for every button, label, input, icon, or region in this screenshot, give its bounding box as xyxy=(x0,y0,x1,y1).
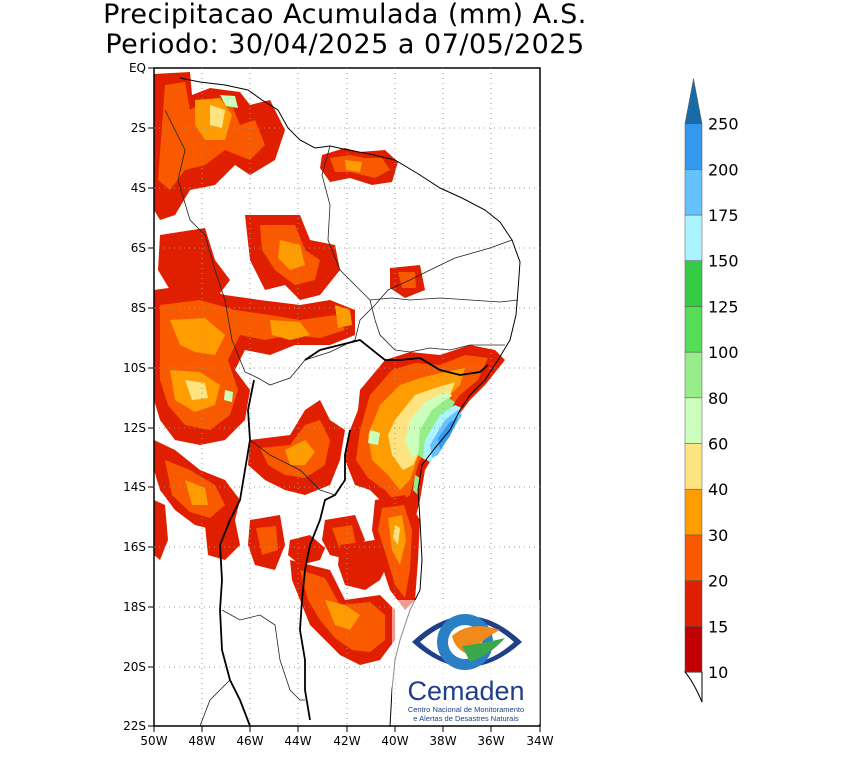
y-tick-label: 20S xyxy=(123,660,146,674)
x-tick-label: 46W xyxy=(236,734,263,748)
colorbar-swatch xyxy=(684,260,703,307)
state-border-bahia-north xyxy=(304,339,489,376)
logo-subtitle-2: e Alertas de Desastres Naturais xyxy=(413,714,519,723)
x-tick-label: 40W xyxy=(381,734,408,748)
colorbar-label: 40 xyxy=(708,480,728,499)
colorbar-label: 30 xyxy=(708,526,728,545)
rain-area-bahia-coast xyxy=(345,345,505,525)
rain-area-west-central xyxy=(154,285,355,445)
axis-ticks xyxy=(148,67,541,732)
colorbar-label: 15 xyxy=(708,617,728,636)
y-axis-labels: EQ 2S 4S 6S 8S 10S 12S 14S 16S 18S 20S 2… xyxy=(123,61,146,733)
y-tick-label: 12S xyxy=(123,421,146,435)
state-border-minas xyxy=(221,609,305,701)
colorbar-label: 200 xyxy=(708,160,739,179)
map-period: Periodo: 30/04/2025 a 07/05/2025 xyxy=(105,29,585,60)
colorbar-swatch xyxy=(684,214,703,261)
colorbar-label: 150 xyxy=(708,252,739,271)
rain-area-northwest xyxy=(154,72,285,220)
colorbar-label: 20 xyxy=(708,572,728,591)
x-tick-label: 48W xyxy=(188,734,215,748)
y-tick-label: 6S xyxy=(131,241,146,255)
x-tick-label: 34W xyxy=(526,734,553,748)
rain-area-south xyxy=(154,495,420,665)
colorbar-swatch xyxy=(684,351,703,399)
map-title: Precipitacao Acumulada (mm) A.S. xyxy=(103,0,587,30)
logo-name: Cemaden xyxy=(407,676,524,706)
x-tick-label: 36W xyxy=(477,734,504,748)
colorbar-swatch xyxy=(684,443,703,490)
y-tick-label: 18S xyxy=(123,600,146,614)
colorbar-label: 60 xyxy=(708,435,728,454)
boundaries xyxy=(164,77,521,726)
colorbar-upper-arrow xyxy=(684,78,703,124)
colorbar-swatch xyxy=(684,626,703,673)
colorbar-swatch xyxy=(684,534,703,581)
y-tick-label: 8S xyxy=(131,301,146,315)
x-tick-label: 38W xyxy=(429,734,456,748)
colorbar-swatch xyxy=(684,488,703,536)
colorbar-label: 125 xyxy=(708,297,739,316)
x-tick-label: 42W xyxy=(333,734,360,748)
logo-subtitle-1: Centro Nacional de Monitoramento xyxy=(408,705,524,714)
colorbar-lower-tail xyxy=(683,671,703,703)
state-border-bahia-west xyxy=(299,429,351,721)
colorbar-label: 100 xyxy=(708,343,739,362)
colorbar-label: 80 xyxy=(708,389,728,408)
state-border-southwest xyxy=(199,679,231,726)
y-tick-label: 10S xyxy=(123,361,146,375)
precip-field xyxy=(154,72,505,665)
x-axis-labels: 50W 48W 46W 44W 42W 40W 38W 36W 34W xyxy=(140,734,553,748)
y-tick-label: 2S xyxy=(131,121,146,135)
x-tick-label: 44W xyxy=(284,734,311,748)
colorbar-swatch xyxy=(684,123,703,170)
colorbar-label: 10 xyxy=(708,663,728,682)
colorbar-swatch xyxy=(684,306,703,353)
y-tick-label: 14S xyxy=(123,480,146,494)
state-borders-east xyxy=(369,299,505,353)
cemaden-logo: Cemaden Centro Nacional de Monitoramento… xyxy=(392,600,540,724)
colorbar-swatch xyxy=(684,397,703,444)
y-tick-label: 16S xyxy=(123,540,146,554)
colorbar-label: 175 xyxy=(708,206,739,225)
rain-area-central xyxy=(154,400,345,530)
colorbar: 10 15 20 30 40 60 80 100 125 150 175 200 250 xyxy=(683,78,739,703)
y-tick-label: EQ xyxy=(129,61,146,75)
colorbar-swatch xyxy=(684,169,703,216)
x-tick-label: 50W xyxy=(140,734,167,748)
colorbar-swatch xyxy=(684,580,703,627)
state-border-goias xyxy=(249,439,336,496)
rain-area-central-north xyxy=(158,215,425,305)
colorbar-label: 250 xyxy=(708,115,739,134)
rain-area-ceara xyxy=(320,148,398,185)
y-tick-label: 4S xyxy=(131,181,146,195)
y-tick-label: 22S xyxy=(123,719,146,733)
state-borders-north xyxy=(164,109,513,386)
coastline xyxy=(179,77,521,726)
